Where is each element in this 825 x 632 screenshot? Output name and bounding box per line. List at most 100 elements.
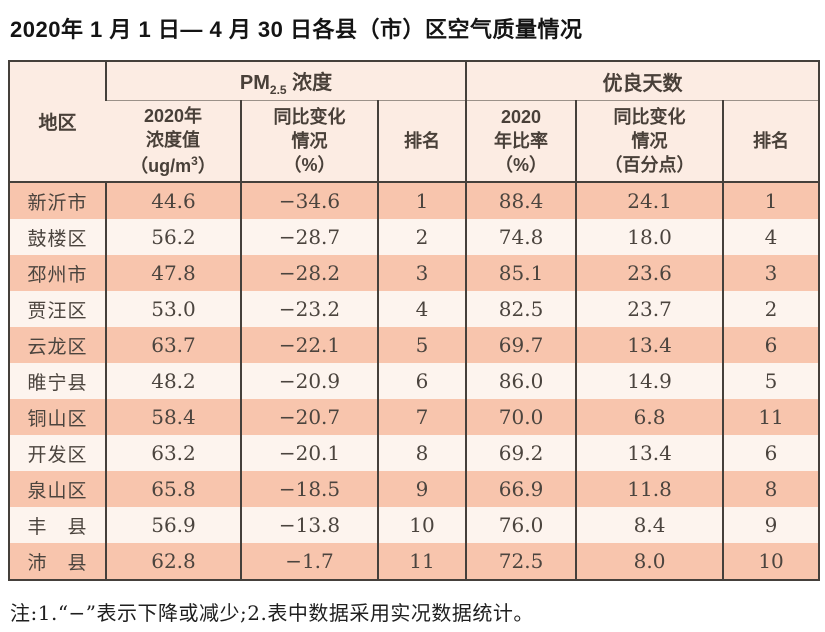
days-rank-cell: 9	[722, 507, 820, 543]
pm-rank-cell: 1	[376, 182, 467, 219]
pm-change-cell: −28.2	[240, 255, 378, 291]
col-header-pm-value: 2020年浓度值 （ug/m3）	[106, 100, 241, 183]
days-ratio-cell: 66.9	[465, 471, 577, 507]
pm-value-cell: 48.2	[105, 363, 241, 399]
days-ratio-cell: 76.0	[465, 507, 577, 543]
days-ratio-cell: 69.7	[465, 327, 577, 363]
pm-rank-cell: 6	[376, 363, 467, 399]
table-row: 邳州市 47.8 −28.2 3 85.1 23.6 3	[9, 255, 820, 291]
days-change-cell: 13.4	[575, 327, 724, 363]
region-cell: 睢宁县	[27, 372, 88, 394]
pm25-label-prefix: PM	[239, 71, 270, 94]
pm25-subscript: 2.5	[269, 82, 287, 97]
col-group-pm25: PM2.5 浓度	[104, 61, 467, 101]
pm-rank-cell: 4	[376, 291, 467, 327]
region-cell: 鼓楼区	[27, 228, 88, 250]
pm-value-cell: 56.2	[105, 219, 241, 255]
pm-rank-cell: 7	[376, 399, 467, 435]
days-change-cell: 23.6	[575, 255, 724, 291]
region-cell: 沛 县	[27, 552, 88, 574]
days-rank-cell: 4	[722, 219, 820, 255]
days-change-cell: 6.8	[575, 399, 724, 435]
days-ratio-cell: 69.2	[465, 435, 577, 471]
pm-value-cell: 62.8	[105, 543, 241, 580]
pm-change-cell: −23.2	[240, 291, 378, 327]
days-change-cell: 8.4	[575, 507, 724, 543]
pm-rank-cell: 11	[376, 543, 467, 580]
pm-change-cell: −22.1	[240, 327, 378, 363]
pm-value-line2: 浓度值	[146, 130, 200, 151]
days-change-cell: 13.4	[575, 435, 724, 471]
pm-change-cell: −18.5	[240, 471, 378, 507]
pm-value-line1: 2020年	[143, 106, 203, 127]
pm-value-cell: 44.6	[105, 182, 241, 219]
pm-change-cell: −20.1	[240, 435, 378, 471]
table-row: 贾汪区 53.0 −23.2 4 82.5 23.7 2	[9, 291, 820, 327]
days-rank-cell: 6	[722, 327, 820, 363]
days-rank-cell: 8	[722, 471, 820, 507]
days-change-cell: 23.7	[575, 291, 724, 327]
table-row: 云龙区 63.7 −22.1 5 69.7 13.4 6	[9, 327, 820, 363]
pm-change-cell: −20.7	[240, 399, 378, 435]
pm-value-cell: 47.8	[105, 255, 241, 291]
region-cell: 铜山区	[27, 408, 88, 430]
pm-value-cell: 58.4	[105, 399, 241, 435]
days-rank-cell: 11	[722, 399, 820, 435]
pm-value-unit-superscript: 3	[191, 153, 198, 168]
col-group-good-days: 优良天数	[465, 61, 820, 101]
region-cell: 丰 县	[27, 516, 88, 538]
table-row: 丰 县 56.9 −13.8 10 76.0 8.4 9	[9, 507, 820, 543]
pm-change-cell: −13.8	[240, 507, 378, 543]
region-cell: 邳州市	[27, 264, 88, 286]
table-row: 铜山区 58.4 −20.7 7 70.0 6.8 11	[9, 399, 820, 435]
footnote: 注:1.“−”表示下降或减少;2.表中数据采用实况数据统计。	[10, 601, 534, 625]
days-ratio-cell: 72.5	[465, 543, 577, 580]
days-ratio-cell: 74.8	[465, 219, 577, 255]
region-cell: 贾汪区	[27, 300, 88, 322]
days-ratio-cell: 70.0	[465, 399, 577, 435]
days-ratio-cell: 82.5	[465, 291, 577, 327]
page-title: 2020年 1 月 1 日— 4 月 30 日各县（市）区空气质量情况	[10, 17, 583, 42]
table-body: 新沂市 44.6 −34.6 1 88.4 24.1 1 鼓楼区 56.2 −28.7 2 74.8 1…	[9, 182, 820, 580]
days-change-cell: 11.8	[575, 471, 724, 507]
pm-change-cell: −20.9	[240, 363, 378, 399]
pm-value-unit-close: ）	[197, 155, 216, 176]
days-change-cell: 18.0	[575, 219, 724, 255]
region-cell: 泉山区	[27, 480, 88, 502]
header-group-row: 地区 PM2.5 浓度 优良天数	[9, 61, 820, 183]
table-row: 泉山区 65.8 −18.5 9 66.9 11.8 8	[9, 471, 820, 507]
pm-rank-cell: 10	[376, 507, 467, 543]
days-change-cell: 8.0	[575, 543, 724, 580]
days-ratio-cell: 86.0	[465, 363, 577, 399]
col-header-pm-rank: 排名	[376, 100, 467, 183]
pm-change-cell: −28.7	[240, 219, 378, 255]
pm25-label-suffix: 浓度	[286, 71, 333, 94]
header-sub-row: 2020年 浓度值 （ug/m3） 同比变化 情况 （%） 排名 2020 年比率 …	[9, 100, 820, 183]
pm-rank-cell: 3	[376, 255, 467, 291]
pm-rank-cell: 8	[376, 435, 467, 471]
pm-rank-cell: 2	[376, 219, 467, 255]
pm-change-cell: −34.6	[240, 182, 378, 219]
region-cell: 新沂市	[27, 192, 88, 214]
days-ratio-cell: 85.1	[465, 255, 577, 291]
col-header-days-rank: 排名	[722, 100, 820, 183]
days-rank-cell: 6	[722, 435, 820, 471]
days-rank-cell: 2	[722, 291, 820, 327]
col-header-days-change: 同比变化 情况 （百分点）	[575, 100, 724, 183]
pm-value-cell: 56.9	[105, 507, 241, 543]
table-row: 沛 县 62.8 −1.7 11 72.5 8.0 10	[9, 543, 820, 580]
air-quality-table: 地区 PM2.5 浓度 优良天数 2020年 浓度值 （ug/m3） 同比变化 情况…	[8, 60, 821, 581]
pm-value-cell: 53.0	[105, 291, 241, 327]
days-ratio-cell: 88.4	[465, 182, 577, 219]
pm-value-unit-open: （ug/m	[130, 155, 192, 176]
table-row: 睢宁县 48.2 −20.9 6 86.0 14.9 5	[9, 363, 820, 399]
pm-change-cell: −1.7	[240, 543, 378, 580]
pm-rank-cell: 5	[376, 327, 467, 363]
table-row: 开发区 63.2 −20.1 8 69.2 13.4 6	[9, 435, 820, 471]
pm-value-cell: 63.7	[105, 327, 241, 363]
pm-value-cell: 65.8	[105, 471, 241, 507]
days-change-cell: 14.9	[575, 363, 724, 399]
col-header-region: 地区	[9, 61, 106, 183]
days-change-cell: 24.1	[575, 182, 724, 219]
days-rank-cell: 10	[722, 543, 820, 580]
